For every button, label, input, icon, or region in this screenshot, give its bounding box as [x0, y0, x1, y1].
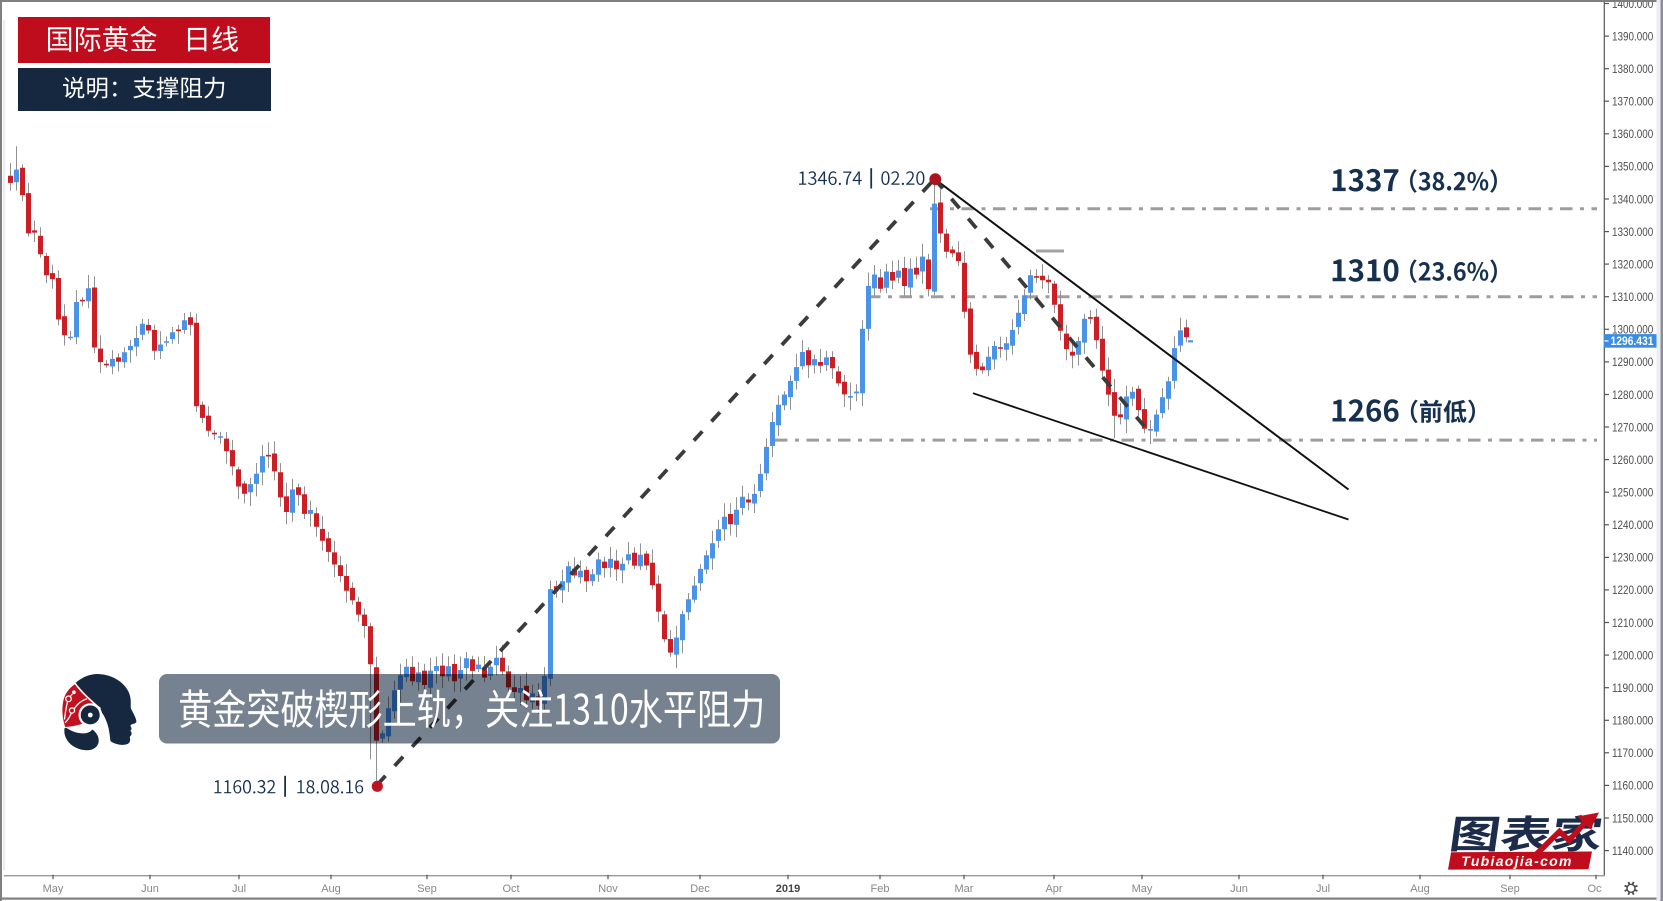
svg-text:1380.000: 1380.000	[1612, 62, 1653, 76]
svg-text:1140.000: 1140.000	[1612, 844, 1653, 858]
svg-text:1270.000: 1270.000	[1612, 420, 1653, 434]
svg-text:Aug: Aug	[1410, 883, 1430, 895]
svg-text:1320.000: 1320.000	[1612, 257, 1653, 271]
svg-text:Tubiaojia-com: Tubiaojia-com	[1461, 853, 1573, 869]
svg-text:1400.000: 1400.000	[1612, 0, 1653, 11]
svg-text:Dec: Dec	[690, 883, 710, 895]
svg-text:1340.000: 1340.000	[1612, 192, 1653, 206]
svg-text:Jun: Jun	[141, 883, 159, 895]
svg-text:Jun: Jun	[1230, 883, 1248, 895]
svg-text:1190.000: 1190.000	[1612, 681, 1653, 695]
svg-text:1350.000: 1350.000	[1612, 160, 1653, 174]
svg-text:1296.431: 1296.431	[1611, 335, 1654, 348]
svg-text:1250.000: 1250.000	[1612, 486, 1653, 500]
svg-text:Oct: Oct	[502, 883, 519, 895]
svg-text:Apr: Apr	[1045, 883, 1062, 895]
svg-text:1210.000: 1210.000	[1612, 616, 1653, 630]
svg-text:1160.000: 1160.000	[1612, 779, 1653, 793]
svg-text:1390.000: 1390.000	[1612, 29, 1653, 43]
svg-text:1300.000: 1300.000	[1612, 323, 1653, 337]
svg-text:1240.000: 1240.000	[1612, 518, 1653, 532]
svg-text:Jul: Jul	[232, 883, 246, 895]
svg-text:1180.000: 1180.000	[1612, 714, 1653, 728]
svg-text:1370.000: 1370.000	[1612, 95, 1653, 109]
svg-text:1230.000: 1230.000	[1612, 551, 1653, 565]
svg-text:1170.000: 1170.000	[1612, 746, 1653, 760]
svg-text:2019: 2019	[776, 883, 800, 895]
svg-text:May: May	[43, 883, 64, 895]
svg-text:1310.000: 1310.000	[1612, 290, 1653, 304]
svg-text:Aug: Aug	[321, 883, 341, 895]
svg-text:1330.000: 1330.000	[1612, 225, 1653, 239]
svg-text:Jul: Jul	[1316, 883, 1330, 895]
svg-text:1260.000: 1260.000	[1612, 453, 1653, 467]
svg-text:1280.000: 1280.000	[1612, 388, 1653, 402]
svg-text:1150.000: 1150.000	[1612, 811, 1653, 825]
svg-text:May: May	[1132, 883, 1153, 895]
svg-text:1220.000: 1220.000	[1612, 583, 1653, 597]
svg-text:Feb: Feb	[871, 883, 890, 895]
svg-text:1360.000: 1360.000	[1612, 127, 1653, 141]
svg-text:Nov: Nov	[598, 883, 618, 895]
svg-text:1290.000: 1290.000	[1612, 355, 1653, 369]
svg-text:Sep: Sep	[417, 883, 437, 895]
svg-text:1200.000: 1200.000	[1612, 648, 1653, 662]
svg-text:Sep: Sep	[1500, 883, 1520, 895]
svg-text:Mar: Mar	[955, 883, 974, 895]
svg-text:Oct: Oct	[1587, 883, 1604, 895]
